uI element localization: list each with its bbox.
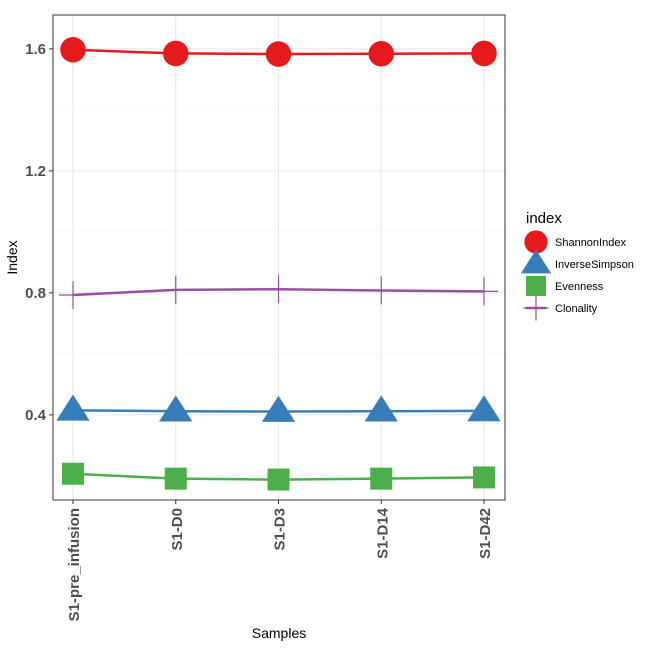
y-tick-label: 0.4 bbox=[25, 407, 47, 424]
x-tick-label: S1-D3 bbox=[272, 508, 289, 551]
y-tick-label: 1.2 bbox=[25, 163, 46, 180]
legend-label: InverseSimpson bbox=[555, 259, 634, 271]
y-axis-title: Index bbox=[4, 240, 20, 274]
legend-label: Evenness bbox=[555, 281, 604, 293]
data-point bbox=[261, 395, 296, 422]
legend-item-clonality: Clonality bbox=[523, 295, 598, 321]
x-tick-label: S1-D0 bbox=[169, 508, 186, 551]
data-point bbox=[60, 37, 86, 63]
x-tick-label: S1-pre_infusion bbox=[66, 508, 83, 621]
legend-item-inversesimpson: InverseSimpson bbox=[520, 249, 634, 274]
series-evenness bbox=[62, 462, 495, 491]
x-tick-label: S1-D14 bbox=[374, 507, 391, 559]
legend-key-triangle-icon bbox=[520, 249, 552, 274]
y-tick-label: 1.6 bbox=[25, 41, 46, 58]
data-point bbox=[471, 40, 497, 67]
series-shannonindex bbox=[60, 37, 497, 67]
legend-item-evenness: Evenness bbox=[526, 276, 604, 296]
data-point bbox=[162, 40, 189, 67]
data-point bbox=[473, 466, 495, 489]
data-point bbox=[467, 395, 501, 422]
legend-label: Clonality bbox=[555, 303, 598, 315]
data-point bbox=[56, 394, 90, 421]
legend-item-shannonindex: ShannonIndex bbox=[524, 230, 626, 254]
series-clonality bbox=[59, 275, 498, 310]
data-point bbox=[364, 395, 398, 422]
data-point bbox=[159, 395, 193, 422]
legend-title: index bbox=[526, 210, 562, 227]
legend-label: ShannonIndex bbox=[555, 237, 626, 249]
series-inversesimpson bbox=[56, 394, 501, 422]
data-point bbox=[370, 467, 393, 490]
data-point bbox=[267, 468, 290, 491]
data-point bbox=[62, 462, 84, 485]
data-point bbox=[265, 41, 292, 67]
legend-key-circle-icon bbox=[524, 230, 548, 254]
y-tick-label: 0.8 bbox=[25, 285, 46, 302]
data-point bbox=[368, 40, 395, 67]
data-point bbox=[164, 467, 187, 490]
legend-key-square-icon bbox=[526, 276, 546, 296]
x-axis-title: Samples bbox=[252, 625, 306, 641]
plot-border bbox=[52, 14, 506, 501]
x-tick-label: S1-D42 bbox=[477, 508, 494, 559]
